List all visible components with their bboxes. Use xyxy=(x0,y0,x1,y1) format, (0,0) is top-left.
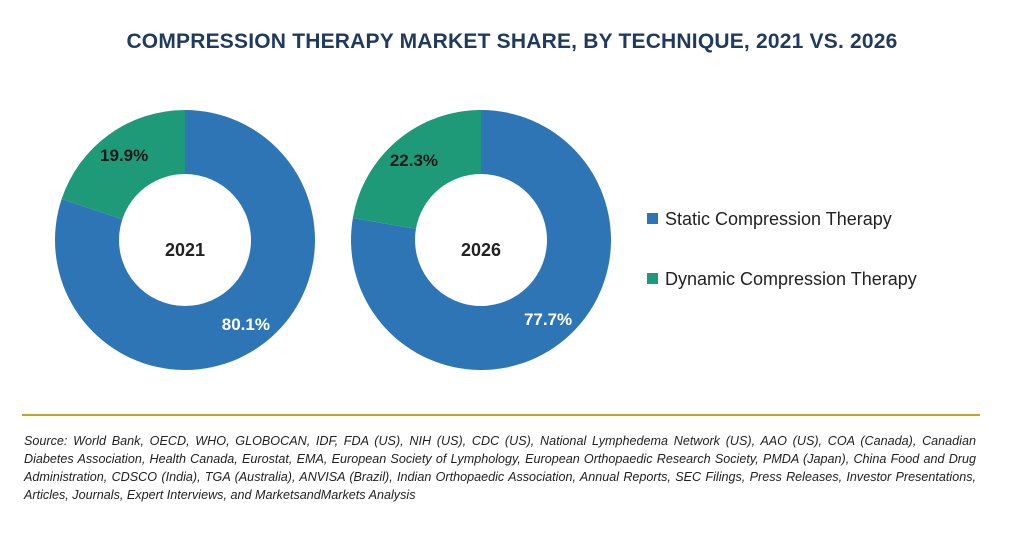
slice-value-label: 77.7% xyxy=(524,310,572,329)
slice-value-label: 80.1% xyxy=(222,315,270,334)
legend-label-static: Static Compression Therapy xyxy=(665,209,892,229)
legend: Static Compression Therapy Dynamic Compr… xyxy=(647,209,917,289)
chart-title: COMPRESSION THERAPY MARKET SHARE, BY TEC… xyxy=(126,30,898,53)
donut-slice-static xyxy=(54,110,315,370)
donut-slice-static xyxy=(350,110,611,370)
divider xyxy=(22,414,980,416)
legend-label-dynamic: Dynamic Compression Therapy xyxy=(665,269,917,289)
donut-slice-dynamic xyxy=(352,110,481,229)
slice-value-label: 22.3% xyxy=(390,151,438,170)
donut-chart-2021: 80.1% 19.9% 2021 xyxy=(54,110,315,370)
donut-year-label: 2021 xyxy=(165,240,205,260)
donut-slice-dynamic xyxy=(61,110,185,220)
donut-year-label: 2026 xyxy=(461,240,501,260)
chart-area: 80.1% 19.9% 2021 77.7% 22.3% 2026 Static C… xyxy=(54,110,917,370)
slice-value-label: 19.9% xyxy=(100,146,148,165)
donut-chart-2026: 77.7% 22.3% 2026 xyxy=(350,110,611,370)
legend-swatch-dynamic xyxy=(647,273,658,284)
source-note: Source: World Bank, OECD, WHO, GLOBOCAN,… xyxy=(24,434,976,502)
legend-swatch-static xyxy=(647,213,658,224)
